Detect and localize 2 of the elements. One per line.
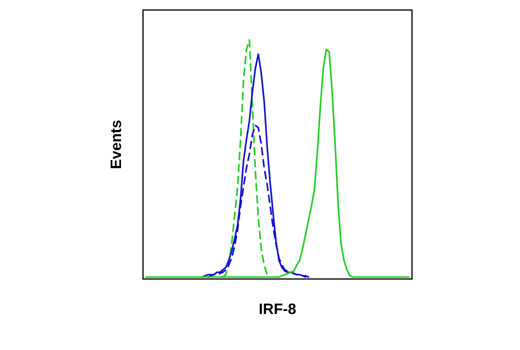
x-axis-title: IRF-8 [258,301,296,318]
y-axis-title: Events [108,120,125,170]
